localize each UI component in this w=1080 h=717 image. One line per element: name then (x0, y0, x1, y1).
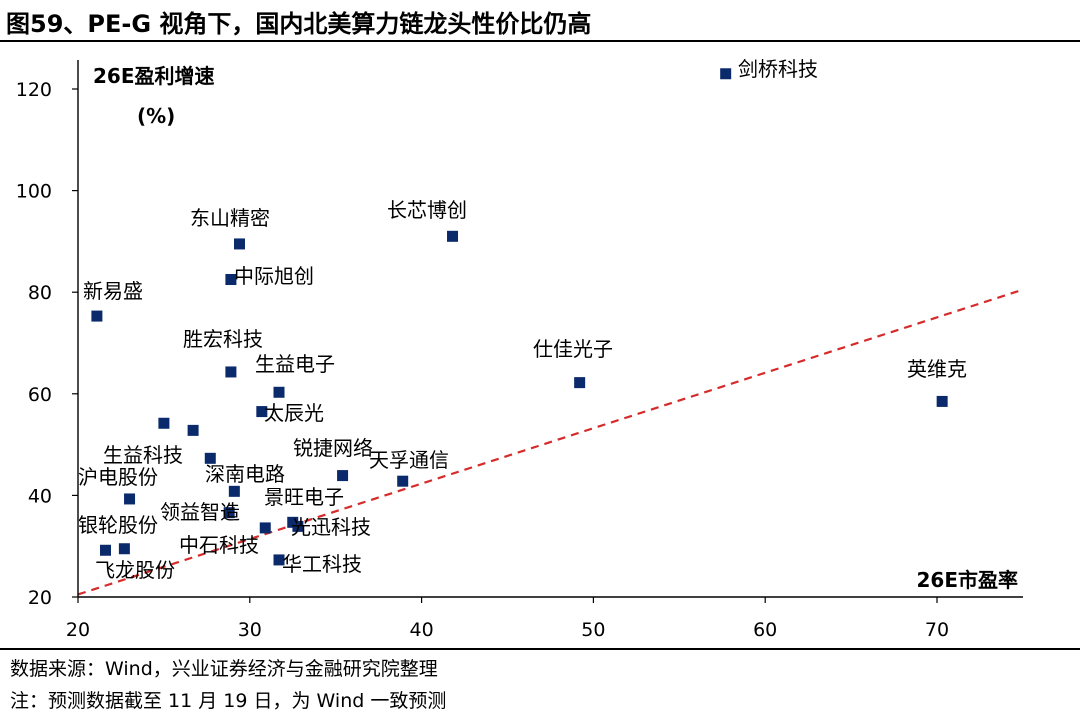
point-label: 长芯博创 (387, 198, 467, 222)
y-tick-label: 80 (28, 282, 52, 304)
point-label: 东山精密 (190, 206, 270, 230)
reference-line-layer (77, 288, 1024, 596)
forecast-note: 注：预测数据截至 11 月 19 日，为 Wind 一致预测 (10, 690, 447, 712)
point-label: 深南电路 (205, 462, 285, 486)
y-tick-label: 20 (28, 587, 52, 609)
data-point (225, 274, 237, 285)
data-point (124, 493, 136, 505)
data-point (273, 386, 285, 398)
x-tick-label: 40 (410, 619, 434, 641)
data-point (223, 507, 235, 519)
data-point (574, 377, 586, 389)
source-note: 数据来源：Wind，兴业证券经济与金融研究院整理 (10, 658, 438, 680)
data-point (99, 544, 111, 556)
point-label: 光迅科技 (291, 515, 371, 539)
point-label: 生益科技 (103, 443, 183, 467)
data-point (233, 238, 245, 250)
point-label: 银轮股份 (78, 513, 158, 537)
reference-line (77, 288, 1024, 596)
point-label: 天孚通信 (369, 448, 449, 472)
point-label: 锐捷网络 (293, 436, 373, 460)
data-point (720, 68, 732, 80)
data-point (256, 406, 268, 418)
x-tick-label: 20 (66, 619, 90, 641)
y-tick-label: 40 (28, 485, 52, 507)
data-point (259, 522, 271, 534)
point-label: 中石科技 (179, 533, 259, 557)
data-point (337, 470, 349, 482)
y-tick-label: 100 (16, 181, 52, 203)
point-label: 胜宏科技 (183, 327, 263, 351)
x-tick-label: 30 (238, 619, 262, 641)
point-label: 领益智造 (160, 500, 240, 524)
data-point (118, 543, 130, 555)
data-point (225, 366, 237, 378)
y-axis-unit-label: (%) (137, 104, 175, 128)
point-label: 华工科技 (282, 552, 362, 576)
point-label: 新易盛 (83, 279, 143, 303)
data-point (158, 417, 170, 429)
ticks-layer: 20 40 60 80 100 120 20 30 40 50 60 70 (16, 79, 949, 641)
point-label: 太辰光 (264, 401, 324, 425)
axes-layer (77, 60, 1023, 598)
x-axis-label: 26E市盈率 (917, 568, 1019, 592)
data-point (273, 554, 285, 566)
points-layer (91, 68, 948, 566)
data-point (187, 424, 199, 436)
data-point (397, 475, 409, 487)
point-label: 飞龙股份 (95, 558, 175, 582)
data-point (936, 395, 948, 407)
point-label: 中际旭创 (234, 264, 314, 288)
point-label: 沪电股份 (78, 465, 158, 489)
point-label: 生益电子 (255, 352, 335, 376)
data-point (91, 310, 103, 322)
x-tick-label: 50 (581, 619, 605, 641)
data-point (292, 520, 304, 532)
data-point (228, 485, 240, 497)
point-label: 景旺电子 (264, 485, 344, 509)
footer-divider (0, 648, 1080, 650)
data-point (204, 452, 216, 464)
y-tick-label: 120 (16, 79, 52, 101)
point-label: 仕佳光子 (533, 337, 613, 361)
y-axis-label: 26E盈利增速 (93, 64, 215, 88)
point-label: 剑桥科技 (738, 57, 818, 81)
data-point (447, 230, 459, 242)
y-tick-label: 60 (28, 384, 52, 406)
point-label: 英维克 (907, 357, 967, 381)
x-tick-label: 70 (925, 619, 949, 641)
title-divider (0, 40, 1080, 42)
figure-title: 图59、PE-G 视角下，国内北美算力链龙头性价比仍高 (6, 10, 592, 38)
x-tick-label: 60 (753, 619, 777, 641)
